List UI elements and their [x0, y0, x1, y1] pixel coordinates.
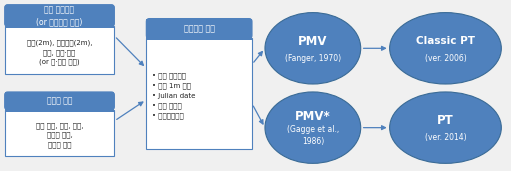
- Text: (ver. 2006): (ver. 2006): [425, 54, 467, 63]
- FancyBboxPatch shape: [5, 92, 114, 110]
- Text: 입력자료 변환: 입력자료 변환: [183, 24, 215, 33]
- Text: (ver. 2014): (ver. 2014): [425, 133, 467, 142]
- FancyBboxPatch shape: [5, 5, 114, 27]
- Text: (Fanger, 1970): (Fanger, 1970): [285, 54, 341, 63]
- Text: (Gagge et al.,
1986): (Gagge et al., 1986): [287, 125, 339, 146]
- FancyBboxPatch shape: [146, 18, 252, 40]
- Text: PT: PT: [437, 114, 454, 127]
- Ellipse shape: [265, 92, 361, 163]
- Text: PMV*: PMV*: [295, 110, 331, 123]
- FancyBboxPatch shape: [5, 27, 114, 74]
- FancyBboxPatch shape: [146, 18, 252, 38]
- Text: Classic PT: Classic PT: [416, 36, 475, 46]
- Text: PMV: PMV: [298, 35, 328, 48]
- Ellipse shape: [389, 92, 501, 163]
- Text: 관측소 정보: 관측소 정보: [47, 96, 72, 105]
- FancyBboxPatch shape: [5, 92, 114, 112]
- Text: • 포화 수증기압
• 지상 1m 풍속
• Julian date
• 태양 고도각
• 평균복사온도: • 포화 수증기압 • 지상 1m 풍속 • Julian date • 태양 …: [152, 73, 196, 119]
- FancyBboxPatch shape: [146, 38, 252, 149]
- Text: 기온(2m), 노점온도(2m),
풍속, 운량·운형
(or 장·단파 복사): 기온(2m), 노점온도(2m), 풍속, 운량·운형 (or 장·단파 복사): [27, 40, 92, 65]
- Ellipse shape: [389, 13, 501, 84]
- Ellipse shape: [265, 13, 361, 84]
- FancyBboxPatch shape: [5, 110, 114, 156]
- Text: 기상 관측자료
(or 수치모델 예보): 기상 관측자료 (or 수치모델 예보): [36, 5, 83, 26]
- FancyBboxPatch shape: [5, 5, 114, 28]
- Text: 관측 일시, 위도, 경도,
관측소 고도,
풍속계 고도: 관측 일시, 위도, 경도, 관측소 고도, 풍속계 고도: [36, 123, 83, 148]
